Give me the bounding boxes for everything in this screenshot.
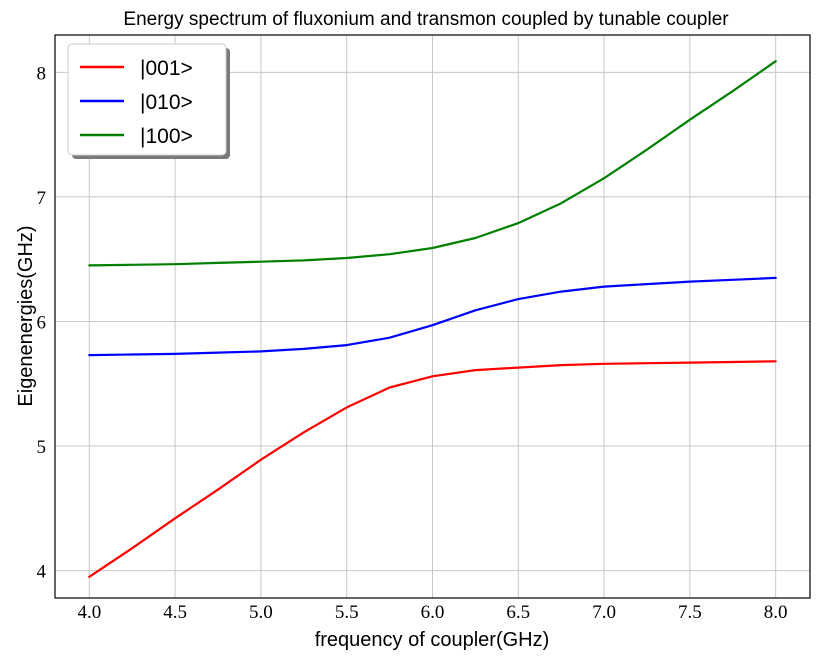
legend: |001> |010> |100> [67, 43, 230, 159]
x-tick-label: 5.5 [335, 602, 359, 623]
tick-labels: 4.0 4.5 5.0 5.5 6.0 6.5 7.0 7.5 8.0 4 5 6 7 8 [37, 63, 788, 623]
chart-title: Energy spectrum of fluxonium and transmo… [123, 9, 729, 30]
y-tick-label: 7 [37, 188, 47, 209]
x-tick-label: 5.0 [249, 602, 273, 623]
legend-entries: |001> |010> |100> [80, 57, 193, 148]
y-tick-label: 5 [37, 437, 47, 458]
series-line-0 [88, 360, 777, 578]
y-tick-label: 4 [37, 562, 47, 583]
legend-label-2: |100> [140, 125, 193, 148]
x-tick-label: 4.0 [77, 602, 101, 623]
y-axis-label: Eigenenergies(GHz) [15, 225, 37, 406]
x-tick-label: 7.0 [592, 602, 616, 623]
legend-label-1: |010> [140, 91, 193, 114]
series-line-2 [88, 60, 777, 267]
series-line-1 [88, 276, 777, 357]
x-tick-label: 4.5 [163, 602, 187, 623]
y-tick-label: 6 [37, 312, 47, 333]
x-axis-label: frequency of coupler(GHz) [315, 629, 550, 651]
y-tick-label: 8 [37, 63, 47, 84]
legend-label-0: |001> [140, 57, 193, 80]
x-tick-label: 7.5 [678, 602, 702, 623]
x-tick-label: 6.0 [421, 602, 445, 623]
series-lines [88, 60, 777, 578]
x-tick-label: 6.5 [506, 602, 530, 623]
plot-frame [54, 34, 811, 599]
x-tick-label: 8.0 [764, 602, 788, 623]
grid [55, 35, 810, 598]
legend-box [67, 43, 227, 156]
